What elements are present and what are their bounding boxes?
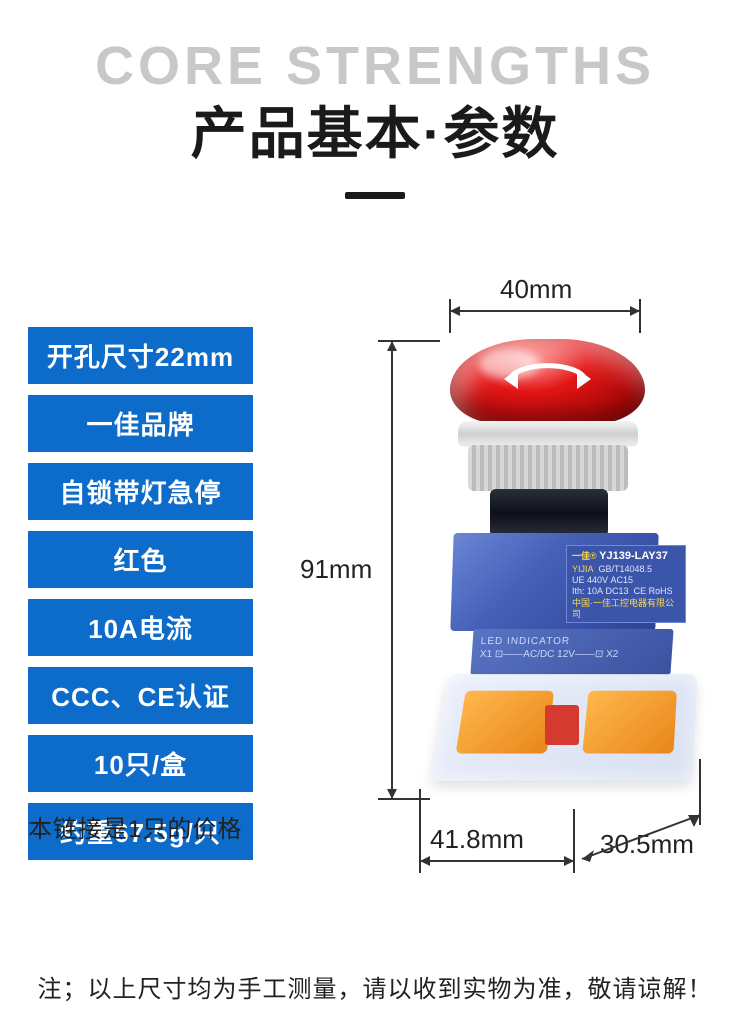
black-neck (490, 489, 608, 537)
spec-item: 红色 (28, 531, 253, 588)
measurement-disclaimer: 注；以上尺寸均为手工测量，请以收到实物为准，敬请谅解！ (0, 969, 750, 1004)
title-divider (345, 192, 405, 199)
spec-item: 开孔尺寸22mm (28, 327, 253, 384)
chrome-ring (458, 421, 638, 447)
dim-label-height: 91mm (300, 554, 372, 585)
led-indicator-block: LED INDICATOR X1 ⊡——AC/DC 12V——⊡ X2 (470, 629, 673, 675)
spec-list: 开孔尺寸22mm 一佳品牌 自锁带灯急停 红色 10A电流 CCC、CE认证 1… (28, 327, 253, 871)
mushroom-button-cap (450, 339, 645, 424)
spec-item: 10只/盒 (28, 735, 253, 792)
led-line: X1 ⊡——AC/DC 12V——⊡ X2 (479, 648, 664, 661)
content-area: 开孔尺寸22mm 一佳品牌 自锁带灯急停 红色 10A电流 CCC、CE认证 1… (0, 269, 750, 949)
chinese-title: 产品基本·参数 (0, 89, 750, 170)
threaded-collar (468, 445, 628, 491)
english-title: CORE STRENGTHS (0, 35, 750, 97)
spec-item: 一佳品牌 (28, 395, 253, 452)
led-title: LED INDICATOR (480, 635, 665, 648)
product-label-plate: 一佳® YJ139-LAY37 YIJIA GB/T14048.5 UE 440… (566, 545, 686, 623)
price-note: 本链接是1只的价格 (28, 809, 242, 844)
spec-item: 10A电流 (28, 599, 253, 656)
red-center-tab (545, 705, 579, 745)
product-illustration: 一佳® YJ139-LAY37 YIJIA GB/T14048.5 UE 440… (380, 309, 710, 849)
spec-item: CCC、CE认证 (28, 667, 253, 724)
header-section: CORE STRENGTHS 产品基本·参数 (0, 0, 750, 199)
spec-item: 自锁带灯急停 (28, 463, 253, 520)
dim-label-top: 40mm (500, 274, 572, 305)
